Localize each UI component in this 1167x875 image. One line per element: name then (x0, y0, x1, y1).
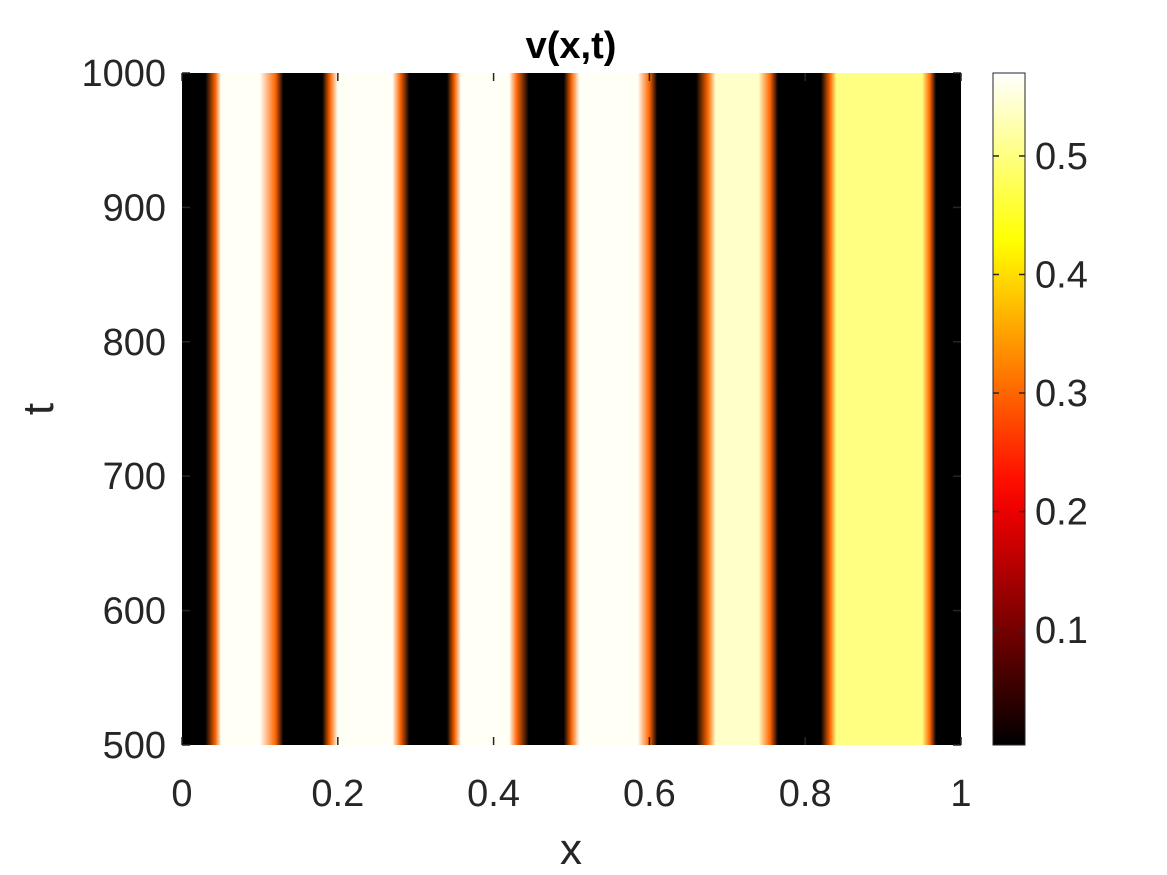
x-tick-label: 0.6 (623, 773, 676, 815)
x-tick-label: 1 (950, 773, 971, 815)
x-tick-label: 0.8 (779, 773, 832, 815)
heatmap-plot-area (182, 73, 961, 745)
x-tick-label: 0.4 (467, 773, 520, 815)
y-tick-label: 800 (103, 322, 166, 364)
colorbar-tick-label: 0.1 (1035, 610, 1088, 652)
x-axis-label: x (560, 825, 582, 874)
y-axis-ticks: 500 600 700 800 900 1000 (81, 53, 961, 767)
y-axis-label: t (14, 403, 63, 415)
colorbar-tick-label: 0.4 (1035, 254, 1088, 296)
colorbar-ticks: 0.1 0.2 0.3 0.4 0.5 (993, 136, 1088, 652)
y-tick-label: 1000 (81, 53, 166, 95)
x-axis-ticks: 0 0.2 0.4 0.6 0.8 1 (171, 73, 972, 815)
y-tick-label: 500 (103, 725, 166, 767)
colorbar-tick-label: 0.5 (1035, 136, 1088, 178)
y-tick-label: 600 (103, 591, 166, 633)
y-tick-label: 700 (103, 456, 166, 498)
colorbar-tick-label: 0.3 (1035, 373, 1088, 415)
colorbar (992, 72, 1026, 746)
colorbar-tick-label: 0.2 (1035, 492, 1088, 534)
x-tick-label: 0.2 (311, 773, 364, 815)
y-tick-label: 900 (103, 187, 166, 229)
x-tick-label: 0 (171, 773, 192, 815)
chart-title: v(x,t) (526, 25, 617, 67)
